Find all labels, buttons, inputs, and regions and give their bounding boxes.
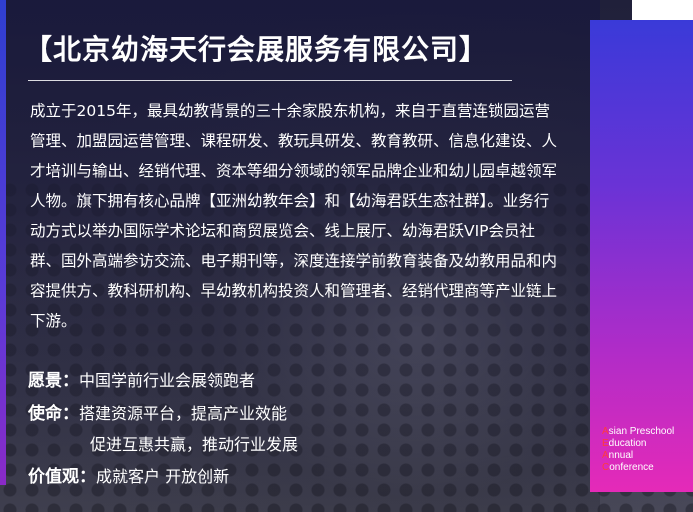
right-gradient-panel	[590, 20, 693, 492]
brand-line-1: Asian Preschool	[602, 426, 675, 437]
title-divider	[28, 80, 512, 81]
brand-line-2: Education	[602, 438, 647, 449]
brand-line-4: Conference	[602, 462, 654, 473]
mission-row: 使命：搭建资源平台，提高产业效能	[28, 399, 287, 424]
vision-text: 中国学前行业会展领跑者	[79, 371, 256, 390]
values-row: 价值观：成就客户 开放创新	[28, 462, 229, 487]
company-title: 【北京幼海天行会展服务有限公司】	[24, 33, 489, 66]
brand-line-3: Annual	[602, 450, 634, 461]
values-label: 价值观：	[28, 467, 96, 487]
mission-text-1: 搭建资源平台，提高产业效能	[79, 404, 288, 423]
mission-text-2: 促进互惠共赢，推动行业发展	[90, 435, 299, 454]
values-text: 成就客户 开放创新	[96, 467, 230, 486]
mission-row-2: 促进互惠共赢，推动行业发展	[90, 431, 298, 455]
dark-overlay	[0, 0, 600, 512]
conference-brand-logo: Asian Preschool Education Annual Confere…	[602, 426, 674, 474]
company-description: 成立于2015年，最具幼教背景的三十余家股东机构，来自于直营连锁园运营管理、加盟…	[30, 102, 558, 330]
top-white-strip	[632, 0, 693, 20]
vision-row: 愿景：中国学前行业会展领跑者	[28, 366, 255, 391]
mission-label: 使命：	[28, 404, 79, 424]
left-accent-bar	[0, 0, 6, 485]
vision-label: 愿景：	[28, 371, 79, 391]
